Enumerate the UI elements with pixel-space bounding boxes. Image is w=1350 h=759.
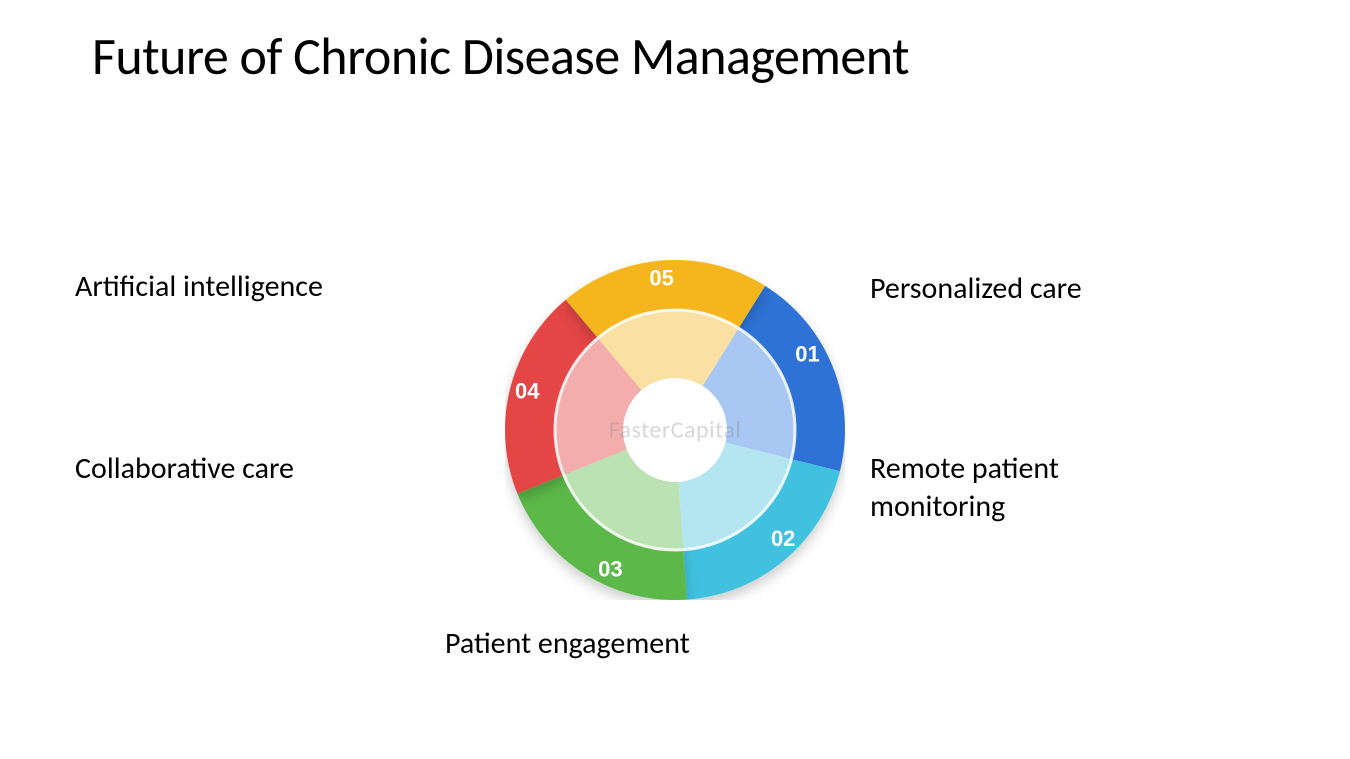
radial-diagram: 01 02 03 04 05 bbox=[505, 260, 845, 600]
segment-label-05: Artificial intelligence bbox=[75, 268, 323, 306]
segment-number-04: 04 bbox=[515, 378, 540, 403]
segment-number-01: 01 bbox=[795, 342, 819, 367]
segment-label-01: Personalized care bbox=[870, 270, 1082, 308]
segment-number-02: 02 bbox=[771, 526, 795, 551]
segment-number-05: 05 bbox=[649, 266, 673, 291]
segment-number-03: 03 bbox=[598, 557, 622, 582]
diagram-svg: 01 02 03 04 05 bbox=[505, 260, 845, 600]
center-hub bbox=[623, 378, 727, 482]
page-title: Future of Chronic Disease Management bbox=[92, 24, 909, 88]
segment-label-02: Remote patient monitoring bbox=[870, 450, 1190, 525]
segment-label-03: Patient engagement bbox=[445, 625, 690, 663]
segment-label-04: Collaborative care bbox=[75, 450, 294, 488]
